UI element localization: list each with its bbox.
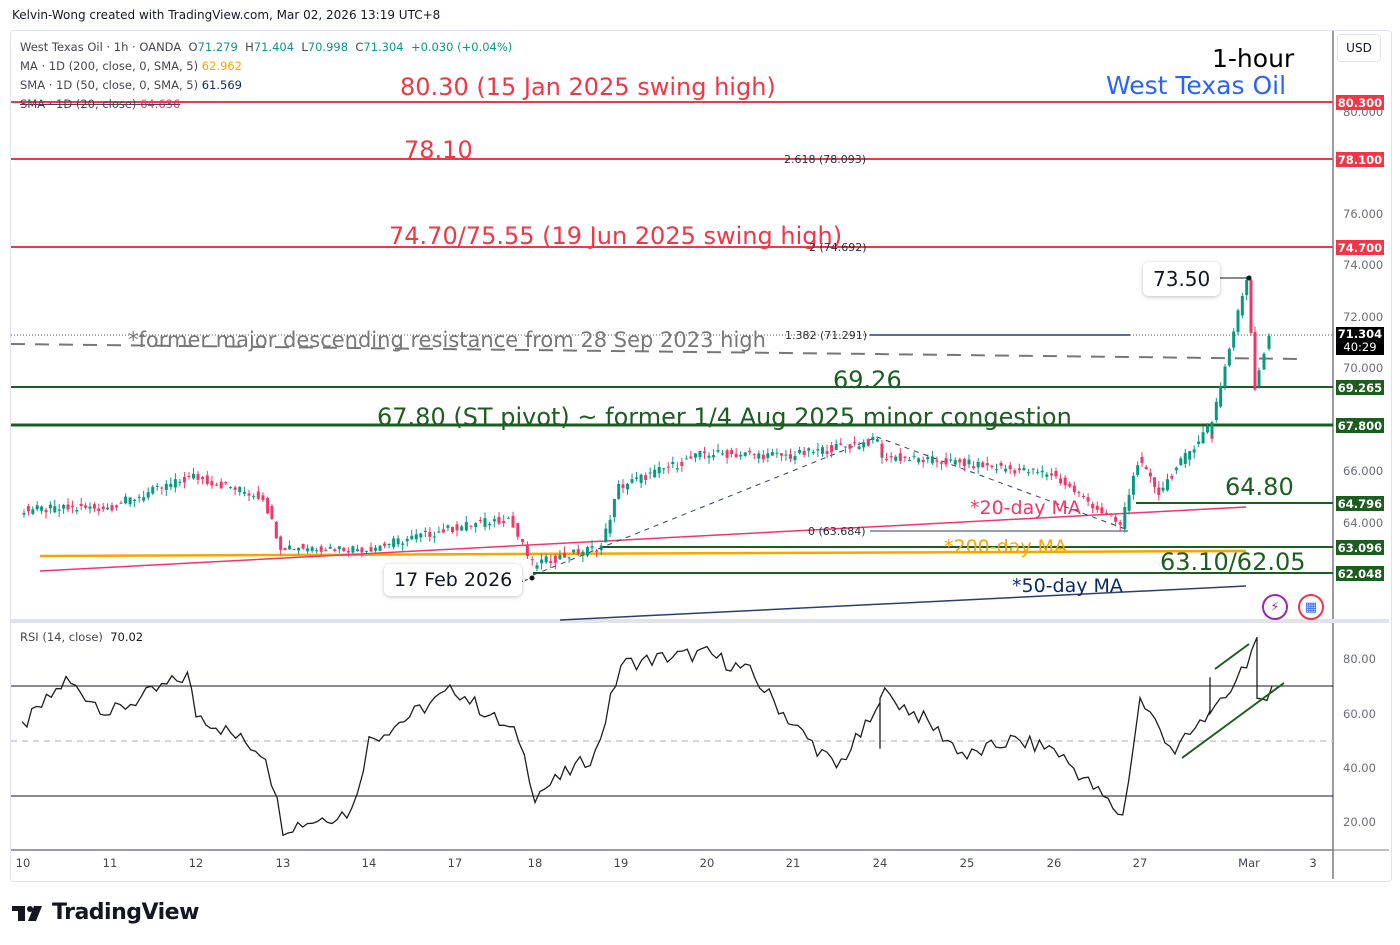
time-tick: 25 bbox=[959, 856, 975, 870]
annotation-200-day-ma[interactable]: *200-day MA bbox=[944, 536, 1067, 558]
price-tag-64-796: 64.796 bbox=[1336, 496, 1384, 511]
ma50-line[interactable] bbox=[559, 585, 1247, 621]
rsi-tick: 40.00 bbox=[1343, 761, 1376, 775]
price-tick: 72.000 bbox=[1343, 310, 1384, 324]
annotation-50-day-ma[interactable]: *50-day MA bbox=[1012, 575, 1123, 597]
callout-17-feb-2026[interactable]: 17 Feb 2026 bbox=[384, 564, 523, 596]
bar-countdown: 40:29 bbox=[1343, 340, 1377, 354]
price-tag-74-70: 74.700 bbox=[1336, 240, 1384, 255]
tradingview-logo-icon bbox=[12, 905, 42, 921]
last-price-tag: 71.304 40:29 bbox=[1336, 327, 1384, 355]
legend-sma20-row[interactable]: SMA · 1D (20, close) 64.636 bbox=[20, 97, 181, 111]
legend-symbol-row[interactable]: West Texas Oil · 1h · OANDA O71.279 H71.… bbox=[20, 40, 513, 54]
fib-label-2618: 2.618 (78.093) bbox=[784, 153, 867, 166]
callout-73-50[interactable]: 73.50 bbox=[1143, 262, 1221, 296]
price-tag-78-10: 78.100 bbox=[1336, 152, 1384, 167]
price-tag-80-30: 80.300 bbox=[1336, 95, 1384, 110]
change-value: +0.030 (+0.04%) bbox=[410, 40, 513, 54]
annotation-80-30[interactable]: 80.30 (15 Jan 2025 swing high) bbox=[400, 73, 776, 101]
price-tick: 74.000 bbox=[1343, 258, 1384, 272]
rsi-tick: 60.00 bbox=[1343, 707, 1376, 721]
high-value: 71.404 bbox=[253, 40, 295, 54]
annotation-20-day-ma[interactable]: *20-day MA bbox=[970, 497, 1081, 519]
time-tick: 21 bbox=[785, 856, 801, 870]
annotation-descending-resistance[interactable]: *former major descending resistance from… bbox=[128, 328, 766, 352]
annotation-78-10[interactable]: 78.10 bbox=[404, 136, 473, 164]
timeframe-title: 1-hour bbox=[1212, 44, 1295, 73]
rsi-divergence-line[interactable] bbox=[1214, 643, 1250, 670]
annotation-74-70[interactable]: 74.70/75.55 (19 Jun 2025 swing high) bbox=[389, 222, 843, 250]
time-tick: 17 bbox=[447, 856, 463, 870]
price-candles bbox=[22, 276, 1271, 572]
rsi-legend[interactable]: RSI (14, close) 70.02 bbox=[20, 630, 143, 644]
annotation-69-26[interactable]: 69.26 bbox=[833, 366, 902, 394]
time-tick: 14 bbox=[361, 856, 377, 870]
time-tick: 19 bbox=[613, 856, 629, 870]
brand-name: TradingView bbox=[52, 900, 199, 925]
chart-frame bbox=[10, 30, 1392, 882]
low-value: 70.998 bbox=[307, 40, 349, 54]
us-flag-icon[interactable]: ▦ bbox=[1298, 594, 1324, 620]
fib-label-1382: 1.382 (71.291) bbox=[785, 329, 868, 342]
ma200-value: 62.962 bbox=[201, 59, 242, 73]
price-tag-63-096: 63.096 bbox=[1336, 540, 1384, 555]
rsi-tick: 80.00 bbox=[1343, 652, 1376, 666]
time-tick: 13 bbox=[275, 856, 291, 870]
price-tick: 66.000 bbox=[1343, 464, 1384, 478]
time-tick: 20 bbox=[699, 856, 715, 870]
time-tick: 10 bbox=[15, 856, 31, 870]
time-tick: 26 bbox=[1046, 856, 1062, 870]
time-tick: 24 bbox=[872, 856, 888, 870]
time-tick: 12 bbox=[188, 856, 204, 870]
chart-credit: Kelvin-Wong created with TradingView.com… bbox=[12, 8, 441, 22]
symbol-label: West Texas Oil · 1h · OANDA bbox=[20, 40, 182, 54]
ma200-line[interactable] bbox=[39, 549, 1247, 558]
time-tick: 11 bbox=[102, 856, 118, 870]
annotation-64-80[interactable]: 64.80 bbox=[1225, 473, 1294, 501]
ma20-line[interactable] bbox=[39, 506, 1247, 572]
fib-extension-path[interactable] bbox=[532, 436, 1129, 576]
rsi-line[interactable] bbox=[21, 637, 1273, 837]
fib-label-2: 2 (74.692) bbox=[809, 241, 867, 254]
lightning-icon[interactable]: ⚡ bbox=[1262, 594, 1288, 620]
price-tick: 76.000 bbox=[1343, 207, 1384, 221]
time-tick: 27 bbox=[1132, 856, 1148, 870]
open-value: 71.279 bbox=[197, 40, 238, 54]
legend-ma200-row[interactable]: MA · 1D (200, close, 0, SMA, 5) 62.962 bbox=[20, 59, 242, 73]
instrument-title: West Texas Oil bbox=[1106, 71, 1287, 100]
rsi-support-trendline[interactable] bbox=[1181, 682, 1285, 759]
sma50-value: 61.569 bbox=[201, 78, 242, 92]
currency-button[interactable]: USD bbox=[1337, 34, 1381, 62]
price-tick: 64.000 bbox=[1343, 516, 1384, 530]
legend-sma50-row[interactable]: SMA · 1D (50, close, 0, SMA, 5) 61.569 bbox=[20, 78, 242, 92]
rsi-label: RSI (14, close) bbox=[20, 630, 103, 644]
tradingview-logo[interactable]: TradingView bbox=[12, 900, 199, 925]
rsi-value: 70.02 bbox=[110, 630, 144, 644]
time-tick: 18 bbox=[527, 856, 543, 870]
annotation-67-80[interactable]: 67.80 (ST pivot) ~ former 1/4 Aug 2025 m… bbox=[377, 403, 1072, 431]
close-value: 71.304 bbox=[363, 40, 404, 54]
price-tag-62-048: 62.048 bbox=[1336, 566, 1384, 581]
sma20-value: 64.636 bbox=[140, 97, 181, 111]
rsi-tick: 20.00 bbox=[1343, 815, 1376, 829]
time-tick: 3 bbox=[1309, 856, 1317, 870]
annotation-63-10-62-05[interactable]: 63.10/62.05 bbox=[1160, 548, 1306, 576]
time-tick: Mar bbox=[1238, 856, 1260, 870]
last-price-value: 71.304 bbox=[1337, 327, 1383, 341]
price-tag-69-265: 69.265 bbox=[1336, 380, 1384, 395]
price-tick: 70.000 bbox=[1343, 361, 1384, 375]
chart-legend: West Texas Oil · 1h · OANDA O71.279 H71.… bbox=[20, 38, 512, 114]
fib-label-0: 0 (63.684) bbox=[808, 525, 866, 538]
price-tag-67-80: 67.800 bbox=[1336, 418, 1384, 433]
